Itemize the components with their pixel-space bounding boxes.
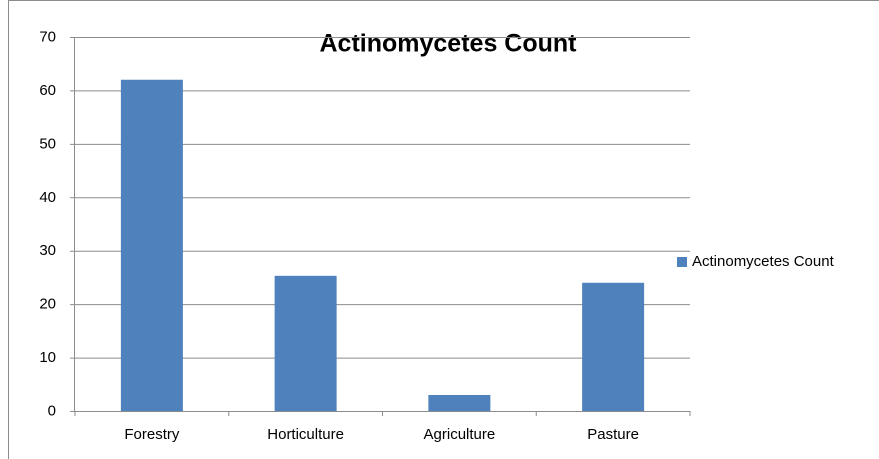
bar (428, 394, 491, 411)
y-tick-label: 50 (39, 135, 56, 152)
y-tick-label: 30 (39, 242, 56, 259)
y-tick-label: 0 (48, 402, 56, 419)
x-tick-label: Horticulture (267, 426, 344, 443)
y-tick-label: 70 (39, 28, 56, 45)
y-tick-label: 60 (39, 82, 56, 99)
chart-title: Actinomycetes Count (320, 30, 578, 58)
y-tick-label: 40 (39, 189, 56, 206)
x-tick-label: Agriculture (424, 426, 496, 443)
legend-label: Actinomycetes Count (692, 253, 835, 270)
chart-frame (8, 0, 879, 459)
bar (120, 79, 183, 411)
x-tick-label: Pasture (587, 426, 639, 443)
y-tick-label: 10 (39, 349, 56, 366)
x-tick-label: Forestry (124, 426, 180, 443)
bar (274, 275, 337, 411)
legend-swatch (677, 257, 687, 267)
y-tick-label: 20 (39, 296, 56, 313)
bar (582, 282, 645, 411)
